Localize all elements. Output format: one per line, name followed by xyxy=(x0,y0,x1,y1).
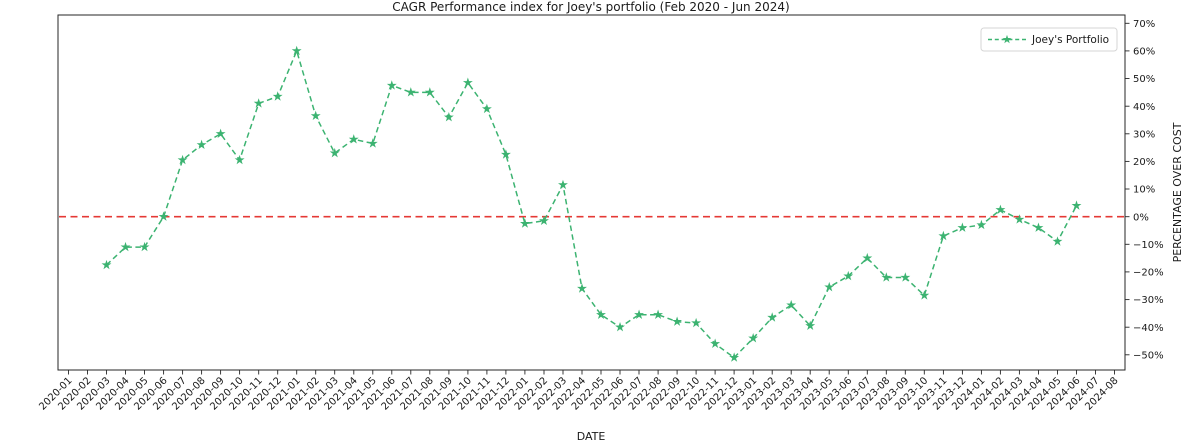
data-point-marker xyxy=(577,283,587,293)
data-point-marker xyxy=(748,333,759,343)
y-tick-label: 20% xyxy=(1133,157,1155,168)
data-point-marker xyxy=(348,134,359,144)
data-point-marker xyxy=(291,45,302,56)
y-tick-label: −20% xyxy=(1133,268,1164,279)
data-point-marker xyxy=(539,215,549,226)
data-point-marker xyxy=(691,317,702,328)
y-tick-label: 40% xyxy=(1133,102,1155,113)
data-point-marker xyxy=(215,128,226,138)
data-point-marker xyxy=(938,230,949,241)
data-point-marker xyxy=(710,338,721,348)
data-point-marker xyxy=(443,112,454,122)
data-point-marker xyxy=(615,321,625,332)
data-point-marker xyxy=(862,252,873,263)
data-point-marker xyxy=(995,204,1006,214)
data-point-marker xyxy=(139,241,150,252)
data-point-marker xyxy=(957,222,968,232)
data-point-marker xyxy=(596,309,606,319)
x-axis-label: DATE xyxy=(577,430,606,443)
data-point-marker xyxy=(634,309,644,319)
y-tick-label: −40% xyxy=(1133,323,1164,334)
data-point-marker xyxy=(786,299,797,310)
data-point-marker xyxy=(900,272,911,282)
data-point-marker xyxy=(805,320,816,330)
data-point-marker xyxy=(1033,222,1044,232)
y-axis-label: PERCENTAGE OVER COST xyxy=(1171,122,1184,262)
data-point-marker xyxy=(310,110,321,121)
data-point-marker xyxy=(500,149,511,159)
data-point-marker xyxy=(481,103,492,114)
y-tick-label: 50% xyxy=(1133,74,1155,85)
y-tick-label: 70% xyxy=(1133,19,1155,30)
data-point-marker xyxy=(177,154,188,165)
data-point-marker xyxy=(1052,236,1063,246)
data-point-marker xyxy=(196,139,207,150)
y-tick-label: 0% xyxy=(1133,212,1149,223)
chart-title: CAGR Performance index for Joey's portfo… xyxy=(392,0,789,14)
data-point-marker xyxy=(767,312,778,322)
plot-area xyxy=(57,14,1126,371)
data-point-marker xyxy=(101,259,112,270)
data-point-marker xyxy=(558,179,568,190)
y-tick-label: −10% xyxy=(1133,240,1164,251)
y-tick-label: 60% xyxy=(1133,47,1155,58)
data-point-marker xyxy=(1071,200,1082,210)
data-point-marker xyxy=(158,211,169,221)
data-point-marker xyxy=(729,352,740,362)
legend-label: Joey's Portfolio xyxy=(1031,34,1109,46)
data-point-marker xyxy=(405,87,416,97)
data-point-marker xyxy=(367,138,378,148)
data-point-marker xyxy=(881,272,892,282)
y-tick-label: −30% xyxy=(1133,295,1164,306)
y-tick-label: −50% xyxy=(1133,350,1164,361)
data-point-marker xyxy=(824,281,835,292)
data-point-marker xyxy=(253,98,264,108)
portfolio-line xyxy=(105,48,1078,359)
data-point-marker xyxy=(843,270,854,281)
data-point-marker xyxy=(234,154,245,165)
data-point-marker xyxy=(919,290,930,300)
data-point-marker xyxy=(120,241,131,252)
y-tick-label: 10% xyxy=(1133,185,1155,196)
data-point-marker xyxy=(386,80,397,90)
legend-box xyxy=(980,27,1118,52)
data-point-marker xyxy=(329,147,340,158)
legend-marker-line xyxy=(988,34,1026,44)
data-point-marker xyxy=(976,219,987,230)
data-point-marker xyxy=(424,87,435,97)
legend: Joey's Portfolio xyxy=(980,27,1118,52)
data-point-marker xyxy=(653,309,664,319)
axes-layer: 2020-012020-022020-032020-042020-052020-… xyxy=(37,19,1163,413)
data-point-marker xyxy=(462,77,473,87)
legend-star-icon xyxy=(1002,34,1012,44)
data-point-marker xyxy=(519,218,530,228)
data-point-marker xyxy=(272,91,283,101)
data-point-marker xyxy=(672,316,683,326)
y-tick-label: 30% xyxy=(1133,129,1155,140)
data-point-marker xyxy=(1014,214,1025,224)
